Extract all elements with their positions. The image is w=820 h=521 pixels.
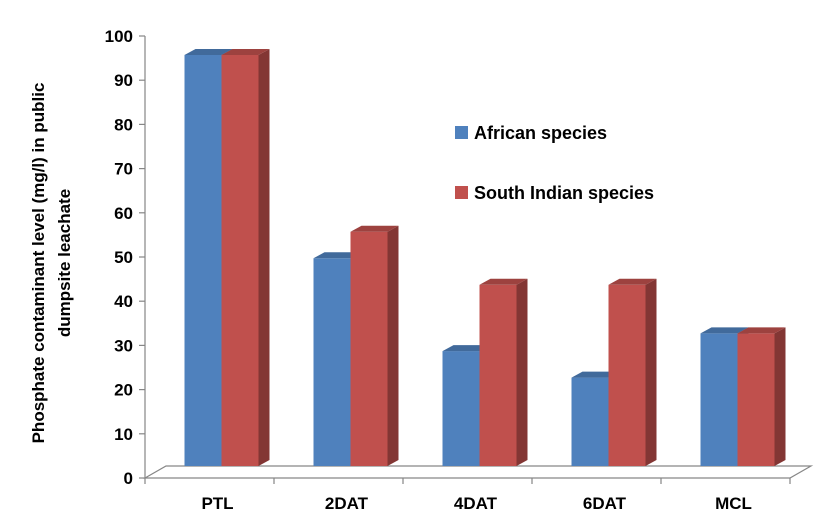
x-tick-label: MCL	[715, 494, 752, 513]
bar	[350, 225, 399, 466]
bar-side	[645, 278, 657, 466]
y-tick-label: 10	[114, 425, 133, 444]
bar-top	[313, 252, 362, 259]
bar-top	[442, 345, 491, 352]
x-tick-label: 4DAT	[454, 494, 498, 513]
floor	[142, 465, 814, 479]
bar	[608, 278, 657, 466]
y-tick-label: 30	[114, 336, 133, 355]
x-tick-label: 6DAT	[583, 494, 627, 513]
bars	[184, 48, 786, 466]
y-tick-label: 70	[114, 160, 133, 179]
bar-front	[442, 351, 480, 466]
bar-side	[387, 225, 399, 466]
bar-side	[516, 278, 528, 466]
y-tick-label: 80	[114, 115, 133, 134]
x-tick-label: 2DAT	[325, 494, 369, 513]
bar-top	[184, 48, 233, 55]
y-tick-label: 100	[105, 27, 133, 46]
bar-front	[608, 284, 646, 466]
legend-swatch-south-indian	[455, 186, 468, 199]
y-tick-label: 0	[124, 469, 133, 488]
x-tick-labels: PTL 2DAT 4DAT 6DAT MCL	[144, 478, 791, 513]
y-tick-label: 20	[114, 381, 133, 400]
x-tick-label: PTL	[201, 494, 233, 513]
y-tick-label: 90	[114, 71, 133, 90]
legend: African species South Indian species	[455, 123, 654, 203]
legend-swatch-african	[455, 126, 468, 139]
bar-front	[571, 377, 609, 466]
bar-front	[737, 333, 775, 466]
bar	[479, 278, 528, 466]
bar-top	[221, 48, 270, 55]
bar-top	[350, 225, 399, 232]
bar-front	[313, 258, 351, 466]
y-axis-label-line-1: Phosphate contaminant level (mg/l) in pu…	[29, 83, 48, 444]
y-tick-label: 40	[114, 292, 133, 311]
y-axis-label: Phosphate contaminant level (mg/l) in pu…	[29, 83, 74, 444]
y-tick-labels: 0 10 20 30 40 50 60 70 80 90 100	[105, 27, 145, 488]
bar-front	[700, 333, 738, 466]
bar-side	[774, 327, 786, 466]
legend-label-south-indian: South Indian species	[474, 183, 654, 203]
bar-top	[608, 278, 657, 285]
bar-top	[571, 371, 620, 378]
legend-label-african: African species	[474, 123, 607, 143]
bar-top	[737, 327, 786, 334]
bar-top	[479, 278, 528, 285]
bar	[737, 327, 786, 466]
bar-top	[700, 327, 749, 334]
bar-side	[258, 48, 270, 466]
y-tick-label: 60	[114, 204, 133, 223]
bar-front	[479, 284, 517, 466]
bar-front	[221, 54, 259, 466]
bar-front	[184, 54, 222, 466]
y-axis-label-line-2: dumpsite leachate	[55, 189, 74, 337]
bar-front	[350, 231, 388, 466]
bar	[221, 48, 270, 466]
y-tick-label: 50	[114, 248, 133, 267]
